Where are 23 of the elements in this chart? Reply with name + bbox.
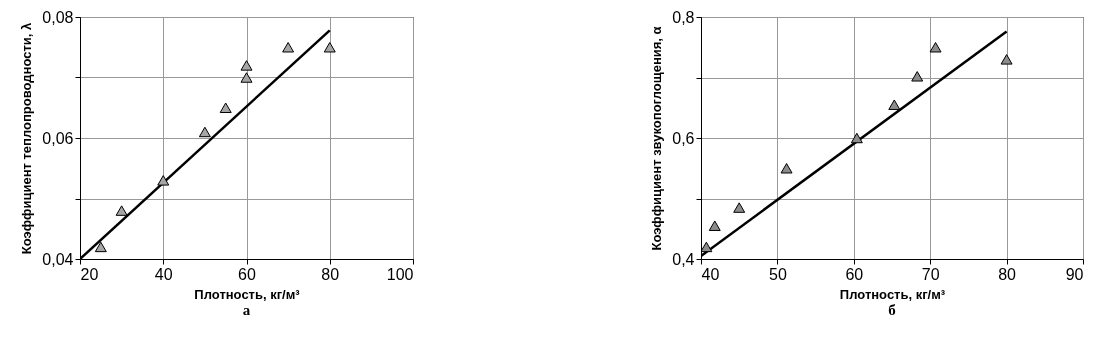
y-tick-label: 0,08 xyxy=(42,8,74,26)
y-tick-label: 0,8 xyxy=(672,8,695,26)
y-axis-title: Коэффициент теплопроводности, λ xyxy=(19,22,35,255)
x-tick-label: 20 xyxy=(80,265,99,283)
x-tick-label: 80 xyxy=(321,265,340,283)
x-tick-label: 60 xyxy=(238,265,256,283)
x-tick-label: 50 xyxy=(769,265,787,283)
x-tick-label: 80 xyxy=(998,265,1017,283)
x-tick-label: 100 xyxy=(386,265,414,283)
x-tick-label: 90 xyxy=(1065,265,1084,283)
text: а xyxy=(242,302,251,318)
text: б xyxy=(888,302,896,318)
x-tick-label: 70 xyxy=(921,265,940,283)
x-axis-title: Плотность, кг/м³ xyxy=(839,286,946,302)
y-axis-title: Коэффициент звукопоглощения, α xyxy=(649,26,665,251)
x-tick-label: 40 xyxy=(154,265,173,283)
x-axis-title: Плотность, кг/м³ xyxy=(194,286,301,302)
x-tick-label: 40 xyxy=(701,265,720,283)
x-tick-label: 60 xyxy=(845,265,864,283)
y-tick-label: 0,06 xyxy=(42,129,74,147)
y-tick-label: 0,04 xyxy=(42,250,74,268)
y-tick-label: 0,4 xyxy=(672,250,695,268)
y-tick-label: 0,6 xyxy=(672,129,695,147)
